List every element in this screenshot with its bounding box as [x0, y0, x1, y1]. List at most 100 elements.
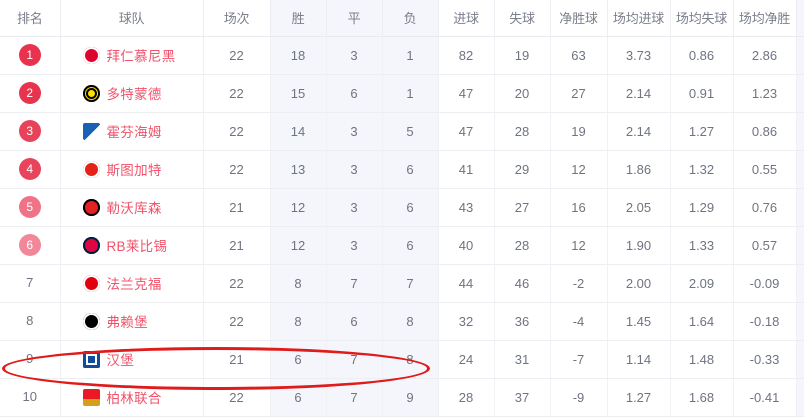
cell-played: 22 [203, 378, 271, 417]
cell-pts: 51 [796, 74, 804, 113]
cell-ga: 28 [494, 226, 551, 265]
cell-gf: 47 [438, 112, 495, 151]
cell-agd: 0.76 [733, 188, 797, 227]
rank-cell: 1 [0, 36, 61, 75]
cell-ga: 27 [494, 188, 551, 227]
cell-gd: -2 [550, 264, 608, 303]
cell-played: 22 [203, 36, 271, 75]
team-link[interactable]: 斯图加特 [82, 159, 201, 179]
team-name: 弗赖堡 [106, 315, 148, 330]
cell-aga: 0.86 [670, 36, 734, 75]
cell-gd: 16 [550, 188, 608, 227]
cell-agf: 2.14 [607, 112, 671, 151]
cell-win: 14 [270, 112, 327, 151]
column-header-aga[interactable]: 场均失球 [670, 0, 734, 37]
column-header-played[interactable]: 场次 [203, 0, 271, 37]
cell-agd: -0.41 [733, 378, 797, 417]
cell-win: 6 [270, 340, 327, 379]
cell-loss: 6 [382, 150, 439, 189]
team-link[interactable]: RB莱比锡 [82, 235, 201, 255]
team-cell[interactable]: RB莱比锡 [60, 226, 204, 265]
team-link[interactable]: 勒沃库森 [82, 197, 201, 217]
team-cell[interactable]: 拜仁慕尼黑 [60, 36, 204, 75]
team-cell[interactable]: 法兰克福 [60, 264, 204, 303]
cell-played: 21 [203, 226, 271, 265]
cell-played: 22 [203, 264, 271, 303]
rank-cell: 7 [0, 264, 61, 303]
cell-played: 21 [203, 188, 271, 227]
cell-loss: 1 [382, 36, 439, 75]
rank-cell: 2 [0, 74, 61, 113]
column-header-loss[interactable]: 负 [382, 0, 439, 37]
cell-gf: 43 [438, 188, 495, 227]
team-link[interactable]: 弗赖堡 [82, 311, 201, 331]
team-cell[interactable]: 汉堡 [60, 340, 204, 379]
cell-agf: 2.14 [607, 74, 671, 113]
cell-loss: 7 [382, 264, 439, 303]
team-link[interactable]: 霍芬海姆 [82, 121, 201, 141]
column-header-gd[interactable]: 净胜球 [550, 0, 608, 37]
team-link[interactable]: 柏林联合 [82, 387, 201, 407]
team-link[interactable]: 汉堡 [82, 349, 201, 369]
column-header-agf[interactable]: 场均进球 [607, 0, 671, 37]
cell-aga: 1.48 [670, 340, 734, 379]
cell-agd: -0.33 [733, 340, 797, 379]
team-name: 汉堡 [106, 353, 135, 368]
team-cell[interactable]: 弗赖堡 [60, 302, 204, 341]
rank-cell: 3 [0, 112, 61, 151]
team-link[interactable]: 多特蒙德 [82, 83, 201, 103]
cell-loss: 1 [382, 74, 439, 113]
cell-gd: -9 [550, 378, 608, 417]
cell-win: 6 [270, 378, 327, 417]
rank-badge: 1 [18, 44, 41, 66]
cell-draw: 6 [326, 302, 383, 341]
team-cell[interactable]: 斯图加特 [60, 150, 204, 189]
team-name: 柏林联合 [106, 391, 162, 406]
cell-draw: 7 [326, 264, 383, 303]
cell-played: 22 [203, 302, 271, 341]
rank-cell: 10 [0, 378, 61, 417]
header-row: 排名球队场次胜平负进球失球净胜球场均进球场均失球场均净胜积分 [0, 0, 804, 37]
team-name: 斯图加特 [106, 163, 162, 178]
column-header-rank[interactable]: 排名 [0, 0, 61, 37]
column-header-pts[interactable]: 积分 [796, 0, 804, 37]
cell-draw: 3 [326, 226, 383, 265]
union-berlin-logo [82, 388, 100, 406]
team-name: 勒沃库森 [106, 201, 162, 216]
team-cell[interactable]: 霍芬海姆 [60, 112, 204, 151]
cell-aga: 1.68 [670, 378, 734, 417]
cell-pts: 57 [796, 36, 804, 75]
column-header-gf[interactable]: 进球 [438, 0, 495, 37]
column-header-ga[interactable]: 失球 [494, 0, 551, 37]
rank-cell: 8 [0, 302, 61, 341]
column-header-team[interactable]: 球队 [60, 0, 204, 37]
cell-pts: 25 [796, 340, 804, 379]
cell-draw: 6 [326, 74, 383, 113]
column-header-win[interactable]: 胜 [270, 0, 327, 37]
team-cell[interactable]: 勒沃库森 [60, 188, 204, 227]
team-cell[interactable]: 柏林联合 [60, 378, 204, 417]
cell-agf: 1.14 [607, 340, 671, 379]
cell-draw: 7 [326, 340, 383, 379]
column-header-agd[interactable]: 场均净胜 [733, 0, 797, 37]
cell-win: 8 [270, 302, 327, 341]
team-cell[interactable]: 多特蒙德 [60, 74, 204, 113]
column-header-draw[interactable]: 平 [326, 0, 383, 37]
team-link[interactable]: 拜仁慕尼黑 [82, 45, 201, 65]
team-link[interactable]: 法兰克福 [82, 273, 201, 293]
cell-draw: 3 [326, 188, 383, 227]
cell-ga: 31 [494, 340, 551, 379]
cell-agf: 1.27 [607, 378, 671, 417]
